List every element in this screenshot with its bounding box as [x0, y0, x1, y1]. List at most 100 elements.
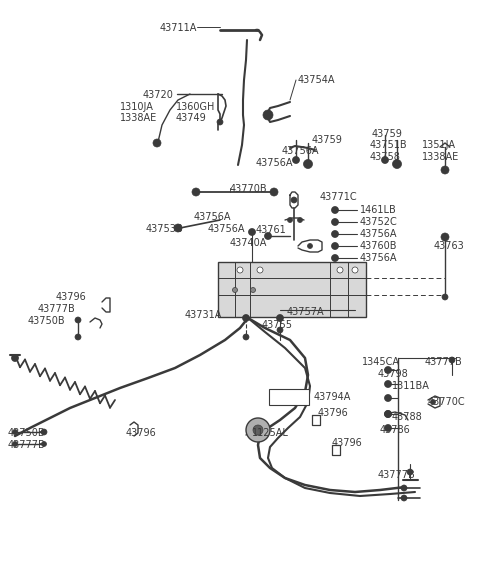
Text: 43750B: 43750B [8, 428, 46, 438]
Text: 43752C: 43752C [360, 217, 398, 227]
Circle shape [232, 288, 238, 293]
Circle shape [253, 425, 263, 435]
Text: 1351JA: 1351JA [422, 140, 456, 150]
Circle shape [12, 442, 17, 447]
Circle shape [217, 119, 223, 125]
Text: 43796: 43796 [126, 428, 157, 438]
Circle shape [288, 218, 292, 223]
Circle shape [242, 315, 250, 321]
Text: 43756A: 43756A [208, 224, 245, 234]
Text: 43754A: 43754A [298, 75, 336, 85]
Circle shape [12, 355, 19, 362]
Text: 43711A: 43711A [160, 23, 197, 33]
Circle shape [303, 160, 312, 169]
Circle shape [308, 244, 312, 249]
FancyBboxPatch shape [218, 262, 366, 317]
Text: 43798: 43798 [378, 369, 409, 379]
Text: 43770B: 43770B [230, 184, 268, 194]
Circle shape [401, 495, 407, 501]
Text: 43796: 43796 [318, 408, 349, 418]
Circle shape [75, 317, 81, 323]
Circle shape [384, 411, 392, 417]
Circle shape [384, 367, 392, 373]
Text: 43756A: 43756A [360, 229, 397, 239]
Circle shape [263, 110, 273, 120]
Text: 1311BA: 1311BA [392, 381, 430, 391]
Circle shape [192, 188, 200, 196]
Circle shape [441, 233, 449, 241]
Circle shape [12, 430, 17, 434]
Circle shape [291, 197, 297, 203]
Circle shape [384, 425, 392, 431]
Circle shape [249, 228, 255, 236]
Circle shape [41, 429, 47, 435]
Text: 1310JA: 1310JA [120, 102, 154, 112]
Text: 43777B: 43777B [425, 357, 463, 367]
Text: 43756A: 43756A [282, 146, 320, 156]
Text: 43756A: 43756A [194, 212, 231, 222]
Text: 1125AL: 1125AL [252, 428, 289, 438]
Text: 1461LB: 1461LB [360, 205, 397, 215]
Text: 43755: 43755 [262, 320, 293, 330]
Text: 43763: 43763 [434, 241, 465, 251]
Circle shape [401, 485, 407, 491]
Circle shape [407, 469, 413, 475]
Text: 43758: 43758 [370, 152, 401, 162]
Circle shape [246, 418, 270, 442]
Circle shape [332, 206, 338, 214]
Text: 43796: 43796 [332, 438, 363, 448]
Text: 1345CA: 1345CA [362, 357, 400, 367]
Text: 1360GH: 1360GH [176, 102, 216, 112]
Circle shape [449, 357, 455, 363]
Circle shape [382, 156, 388, 164]
Circle shape [384, 394, 392, 402]
Text: 43777B: 43777B [8, 440, 46, 450]
Text: 43760B: 43760B [360, 241, 397, 251]
Circle shape [251, 288, 255, 293]
Text: 43788: 43788 [392, 412, 423, 422]
Circle shape [332, 231, 338, 237]
Text: 43786: 43786 [380, 425, 411, 435]
Circle shape [153, 139, 161, 147]
Circle shape [292, 156, 300, 164]
Text: 43771C: 43771C [320, 192, 358, 202]
Text: 43794A: 43794A [314, 392, 351, 402]
Circle shape [431, 399, 435, 404]
FancyBboxPatch shape [269, 389, 309, 405]
Text: 43750B: 43750B [28, 316, 66, 326]
Text: 43796: 43796 [56, 292, 87, 302]
Circle shape [384, 411, 392, 417]
Text: 43740A: 43740A [230, 238, 267, 248]
Text: 43777B: 43777B [38, 304, 76, 314]
Text: 43770C: 43770C [428, 397, 466, 407]
Circle shape [41, 442, 47, 447]
Circle shape [237, 267, 243, 273]
Circle shape [393, 160, 401, 169]
Circle shape [276, 315, 284, 321]
Text: 43751B: 43751B [370, 140, 408, 150]
Circle shape [270, 188, 278, 196]
Text: 1338AE: 1338AE [422, 152, 459, 162]
Text: 43759: 43759 [372, 129, 403, 139]
Text: 43756A: 43756A [256, 158, 293, 168]
Circle shape [332, 243, 338, 249]
Circle shape [384, 381, 392, 387]
Text: 43757A: 43757A [287, 307, 324, 317]
Circle shape [277, 327, 283, 333]
Text: 43720: 43720 [142, 90, 173, 100]
Circle shape [75, 334, 81, 340]
Circle shape [352, 267, 358, 273]
Circle shape [441, 166, 449, 174]
Circle shape [298, 218, 302, 223]
Circle shape [243, 334, 249, 340]
Text: 43756A: 43756A [360, 253, 397, 263]
Text: 43731A: 43731A [185, 310, 222, 320]
Circle shape [174, 224, 182, 232]
Circle shape [264, 232, 272, 240]
Circle shape [332, 218, 338, 226]
Circle shape [442, 294, 448, 300]
Text: 43759: 43759 [312, 135, 343, 145]
Text: 1338AE: 1338AE [120, 113, 157, 123]
Text: 43749: 43749 [176, 113, 207, 123]
Text: 43753B: 43753B [146, 224, 184, 234]
